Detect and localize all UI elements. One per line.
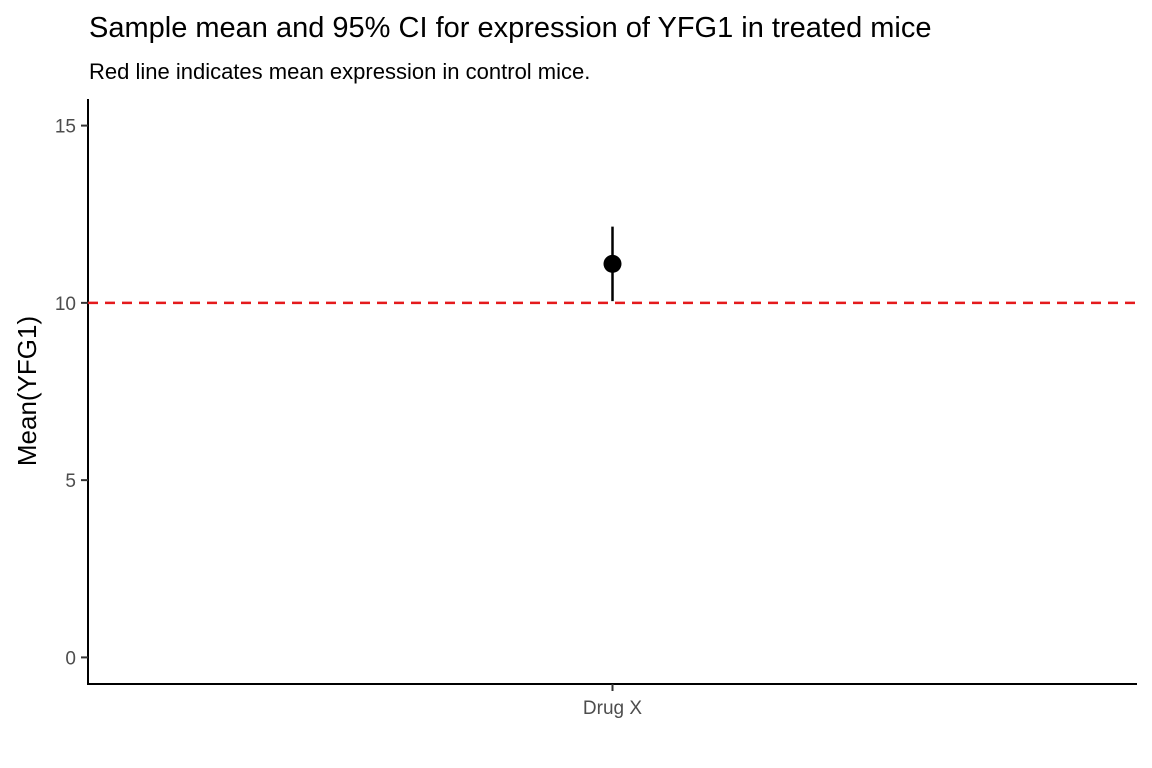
plot-panel: 0 5 10 15 Drug X: [55, 99, 1137, 719]
mean-point: [603, 254, 622, 273]
chart-title: Sample mean and 95% CI for expression of…: [89, 12, 932, 44]
chart-subtitle: Red line indicates mean expression in co…: [89, 59, 590, 84]
y-axis-ticks: 0 5 10 15: [55, 117, 88, 669]
x-axis-ticks: Drug X: [583, 684, 642, 719]
data-marks: [603, 226, 622, 302]
y-tick-label: 5: [65, 471, 76, 492]
y-axis-title: Mean(YFG1): [12, 316, 42, 466]
y-tick-label: 0: [65, 648, 76, 669]
y-tick-label: 10: [55, 294, 76, 315]
y-tick-label: 15: [55, 117, 76, 138]
x-tick-label: Drug X: [583, 698, 642, 719]
